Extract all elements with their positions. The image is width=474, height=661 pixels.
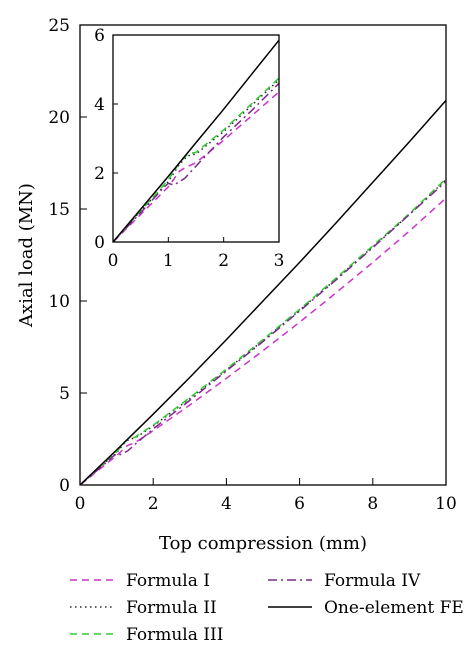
main-y-tick-label: 5 [59, 384, 70, 404]
main-series-formula-iv [79, 180, 447, 486]
main-y-tick-label: 10 [48, 292, 70, 312]
inset-series-lines [112, 39, 280, 243]
main-y-tick-label: 20 [48, 108, 70, 128]
main-series-formula-iii [79, 178, 447, 486]
inset-y-tick-label: 6 [94, 26, 105, 46]
inset-x-tick-label: 2 [218, 251, 229, 271]
inset-x-tick-label: 3 [274, 251, 285, 271]
y-axis-title: Axial load (MN) [16, 183, 37, 328]
main-x-tick-label: 10 [435, 494, 457, 514]
inset-y-tick-label: 2 [94, 164, 105, 184]
main-series-one-element-fe [79, 99, 447, 486]
main-x-tick-label: 4 [221, 494, 232, 514]
inset-axis-ticks: 0 1 2 3 0 2 4 6 [94, 26, 284, 271]
main-series-formula-i [79, 197, 447, 486]
inset-x-tick-label: 0 [108, 251, 119, 271]
inset-y-tick-label: 4 [94, 95, 105, 115]
legend-label-formula-iv: Formula IV [324, 571, 421, 591]
inset-y-tick-label: 0 [94, 233, 105, 253]
legend-label-formula-ii: Formula II [126, 598, 217, 618]
x-axis-title: Top compression (mm) [159, 533, 367, 554]
main-series-lines [79, 99, 447, 486]
inset-plot-background [113, 35, 279, 242]
inset-series-formula-i [112, 91, 280, 243]
inset-series-one-element-fe [112, 39, 280, 243]
main-x-tick-label: 2 [148, 494, 159, 514]
inset-plot-frame [112, 34, 280, 243]
legend-label-formula-i: Formula I [126, 571, 210, 591]
main-series-formula-ii [79, 179, 447, 486]
main-plot-frame [79, 24, 447, 486]
main-x-tick-label: 6 [294, 494, 305, 514]
legend: Formula I Formula IV Formula II One-element… [70, 571, 464, 645]
inset-series-formula-iii [112, 77, 280, 243]
legend-label-one-element-fe: One-element FE [324, 598, 464, 618]
main-y-tick-label: 15 [48, 200, 70, 220]
legend-label-formula-iii: Formula III [126, 625, 223, 645]
inset-series-formula-ii [112, 79, 280, 243]
inset-x-tick-label: 1 [163, 251, 174, 271]
inset-series-formula-iv [112, 82, 280, 243]
main-x-tick-label: 0 [75, 494, 86, 514]
main-y-tick-label: 25 [48, 16, 70, 36]
main-y-tick-label: 0 [59, 476, 70, 496]
main-x-tick-label: 8 [367, 494, 378, 514]
